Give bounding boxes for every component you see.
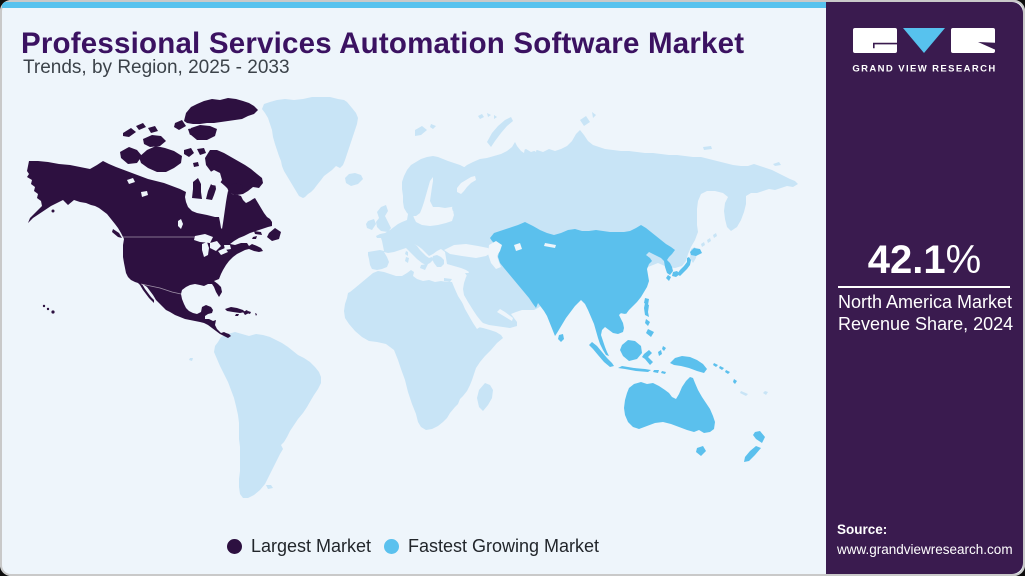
svg-text:GRAND VIEW RESEARCH: GRAND VIEW RESEARCH bbox=[852, 64, 996, 75]
